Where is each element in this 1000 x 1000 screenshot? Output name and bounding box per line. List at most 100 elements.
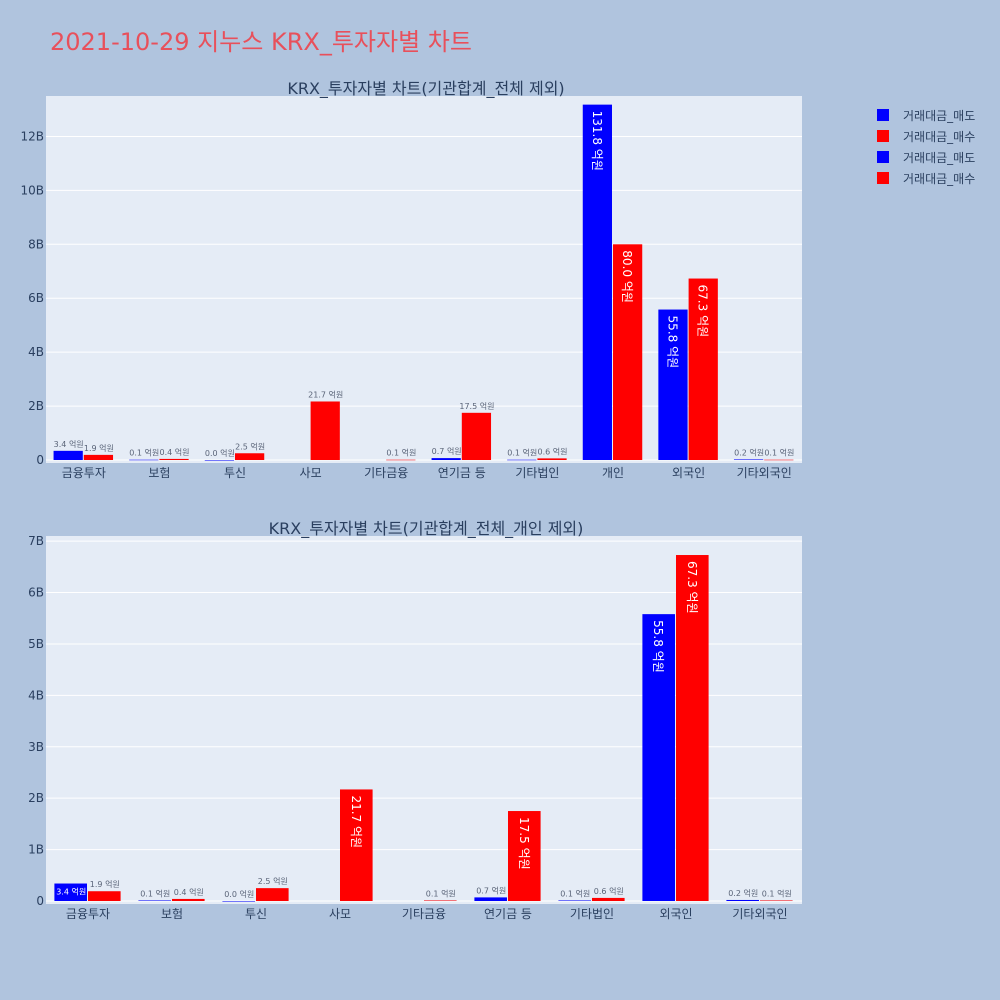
- bar: [159, 458, 189, 460]
- legend-label[interactable]: 거래대금_매도: [903, 151, 975, 165]
- y-tick-label: 5B: [28, 637, 44, 651]
- bar-data-label: 55.8 억원: [651, 620, 665, 673]
- legend-swatch[interactable]: [877, 172, 889, 184]
- bar: [235, 453, 265, 460]
- bar-data-label: 0.1 억원: [764, 448, 794, 458]
- x-tick-label: 기타외국인: [732, 907, 787, 921]
- bar-data-label: 80.0 억원: [620, 250, 634, 303]
- bar: [508, 811, 541, 901]
- y-tick-label: 8B: [28, 237, 44, 251]
- bar-data-label: 0.0 억원: [224, 889, 254, 899]
- bar: [507, 459, 537, 461]
- bar-data-label: 0.1 억원: [762, 888, 792, 898]
- legend-label[interactable]: 거래대금_매도: [903, 109, 975, 123]
- bar-data-label: 0.7 억원: [432, 446, 462, 456]
- x-tick-label: 기타금융: [402, 907, 446, 921]
- bar: [204, 460, 234, 461]
- x-tick-label: 외국인: [659, 907, 692, 921]
- legend-swatch[interactable]: [877, 151, 889, 163]
- bar: [83, 454, 114, 460]
- bar-data-label: 0.2 억원: [734, 447, 764, 457]
- y-tick-label: 0: [36, 894, 44, 908]
- bar: [474, 897, 507, 901]
- bar-data-label: 21.7 억원: [308, 389, 343, 399]
- x-tick-label: 기타법인: [570, 907, 614, 921]
- y-tick-label: 1B: [28, 843, 44, 857]
- bar-data-label: 67.3 억원: [685, 561, 699, 614]
- x-tick-label: 기타외국인: [737, 466, 792, 480]
- bar-data-label: 0.4 억원: [174, 887, 204, 897]
- bar-data-label: 0.1 억원: [507, 448, 537, 458]
- bar: [431, 458, 461, 460]
- bar-data-label: 0.6 억원: [594, 886, 624, 896]
- bar-data-label: 0.1 억원: [140, 888, 170, 898]
- y-tick-label: 3B: [28, 740, 44, 754]
- bar-data-label: 3.4 억원: [54, 439, 84, 449]
- chart-1: 0 2B 4B 6B 8B 10B 12B KRX_투자자별 차트(기관합계_전체 제외) 금융…: [20, 79, 802, 480]
- bar-data-label: 0.1 억원: [129, 448, 159, 458]
- bar-data-label: 0.7 억원: [476, 885, 506, 895]
- bar: [688, 278, 718, 460]
- bar-data-label: 17.5 억원: [517, 817, 531, 870]
- x-tick-label: 투신: [245, 907, 267, 921]
- x-tick-label: 금융투자: [66, 907, 110, 921]
- bar: [676, 555, 709, 901]
- legend-label[interactable]: 거래대금_매수: [903, 172, 975, 186]
- bar: [658, 309, 688, 460]
- y-tick-label: 6B: [28, 586, 44, 600]
- bar: [340, 789, 373, 901]
- bar-data-label: 0.4 억원: [160, 447, 190, 457]
- y-tick-label: 2B: [28, 399, 44, 413]
- bar: [88, 891, 121, 901]
- x-tick-label: 연기금 등: [484, 907, 532, 921]
- legend-swatch[interactable]: [877, 109, 889, 121]
- bar-data-label: 131.8 억원: [590, 111, 604, 171]
- bar: [222, 901, 255, 902]
- bar: [726, 899, 759, 901]
- bar: [310, 401, 340, 460]
- bar: [537, 458, 567, 460]
- x-tick-label: 사모: [329, 907, 351, 921]
- y-tick-label: 6B: [28, 291, 44, 305]
- page-title: 2021-10-29 지누스 KRX_투자자별 차트: [50, 28, 472, 56]
- bar: [138, 900, 171, 901]
- y-tick-label: 2B: [28, 791, 44, 805]
- legend-swatch[interactable]: [877, 130, 889, 142]
- y-tick-label: 0: [36, 453, 44, 467]
- bar: [592, 897, 625, 901]
- x-tick-label: 외국인: [672, 466, 705, 480]
- bar: [256, 888, 289, 901]
- x-tick-label: 개인: [602, 466, 624, 480]
- chart-subtitle: KRX_투자자별 차트(기관합계_전체_개인 제외): [269, 519, 584, 539]
- y-tick-label: 10B: [20, 183, 44, 197]
- bar: [172, 898, 205, 901]
- x-tick-label: 투신: [224, 466, 246, 480]
- bar: [129, 459, 159, 461]
- x-tick-label: 보험: [148, 466, 170, 480]
- bar-data-label: 2.5 억원: [235, 441, 265, 451]
- x-tick-label: 연기금 등: [438, 466, 486, 480]
- bar-data-label: 2.5 억원: [258, 876, 288, 886]
- x-tick-label: 기타법인: [515, 466, 559, 480]
- bar: [733, 459, 764, 460]
- bar-data-label: 21.7 억원: [349, 795, 363, 848]
- bar: [53, 450, 83, 460]
- bar: [760, 900, 793, 901]
- bar: [642, 614, 675, 901]
- x-tick-label: 기타금융: [364, 466, 408, 480]
- legend-label[interactable]: 거래대금_매수: [903, 130, 975, 144]
- x-tick-label: 보험: [161, 907, 183, 921]
- bar: [582, 104, 612, 461]
- x-tick-label: 금융투자: [62, 466, 106, 480]
- bar-data-label: 0.0 억원: [205, 448, 235, 458]
- bar-data-label: 3.4 억원: [56, 887, 86, 897]
- bar-data-label: 1.9 억원: [90, 879, 120, 889]
- y-tick-label: 7B: [28, 534, 44, 548]
- bar: [764, 459, 794, 461]
- chart-2: 0 1B 2B 3B 4B 5B 6B 7B KRX_투자자별 차트(기관합계_전체_개인 제외…: [28, 519, 802, 921]
- bar-data-label: 1.9 억원: [84, 443, 114, 453]
- bar: [613, 244, 643, 460]
- bar-data-label: 55.8 억원: [665, 316, 679, 369]
